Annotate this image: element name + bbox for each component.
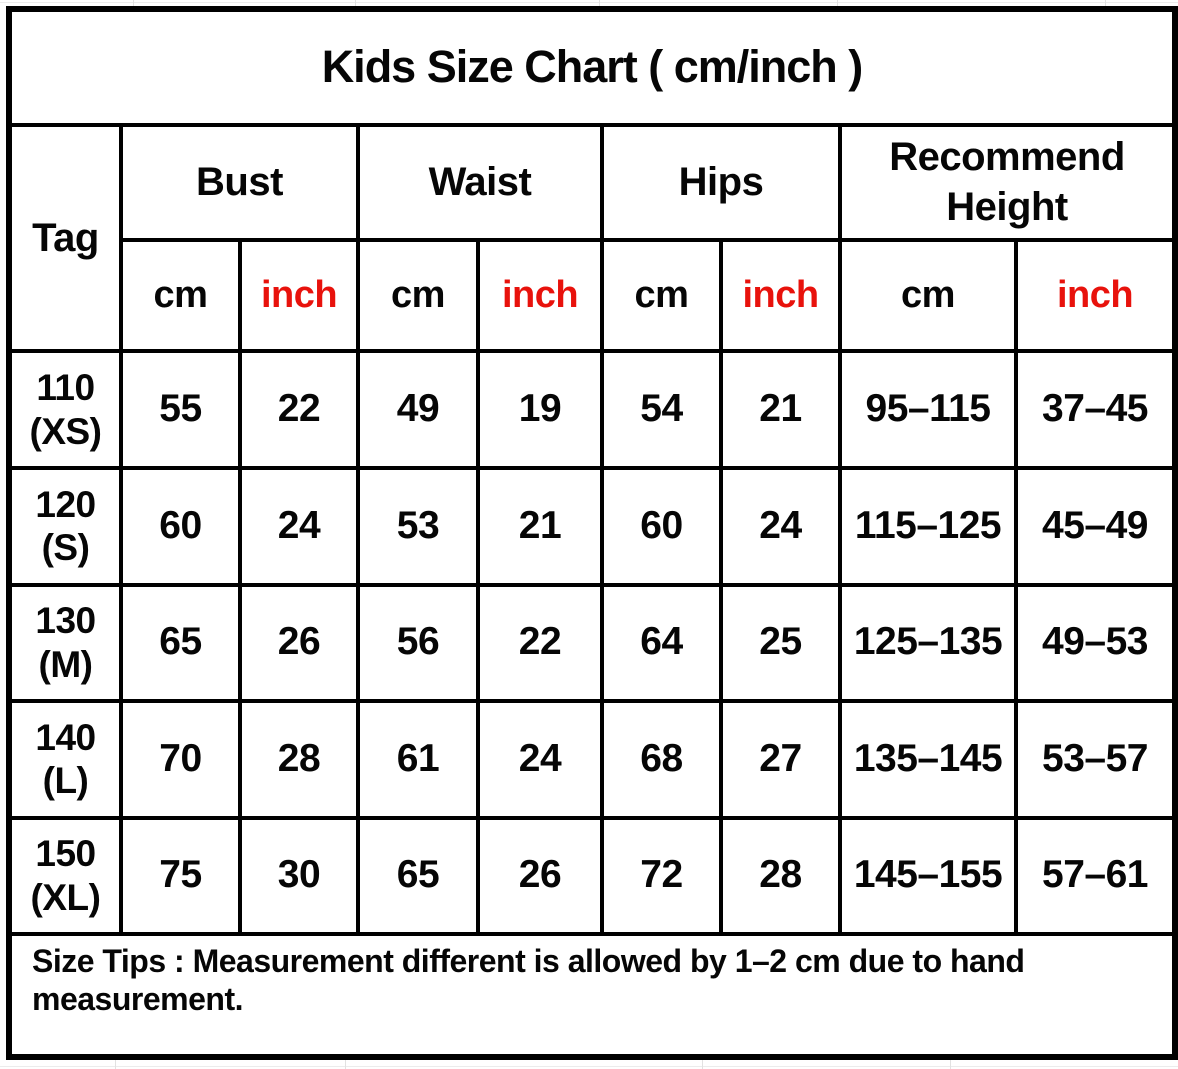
row-150-xl: 150 (XL) 75 30 65 26 72 28 145–155 57–61: [7, 815, 1177, 937]
tag-size: 130: [35, 600, 96, 642]
tag-size: 140: [35, 716, 96, 758]
tag-code: (XL): [30, 876, 101, 918]
bust-cm-cell: 60: [119, 465, 242, 587]
height-cm-cell: 115–125: [838, 465, 1018, 587]
bust-inch-cell: 26: [238, 582, 360, 704]
hips-inch-cell: 24: [719, 465, 842, 587]
size-tips-row: Size Tips : Measurement different is all…: [7, 932, 1177, 1059]
bust-inch-cell: 22: [238, 349, 360, 470]
background-gridline: [0, 1066, 1178, 1067]
waist-inch-cell: 26: [476, 815, 604, 937]
row-120-s: 120 (S) 60 24 53 21 60 24 115–125 45–49: [7, 465, 1177, 587]
tag-size: 120: [35, 483, 96, 525]
height-cm-cell: 125–135: [838, 582, 1018, 704]
waist-inch-cell: 22: [476, 582, 604, 704]
bust-inch-cell: 28: [238, 699, 360, 820]
title-row: Kids Size Chart ( cm/inch ): [7, 7, 1177, 127]
unit-cm-hips: cm: [600, 238, 723, 354]
unit-inch-bust: inch: [238, 238, 360, 354]
waist-cm-cell: 49: [356, 349, 480, 470]
background-gridline: [345, 1060, 346, 1069]
background-gridline: [702, 1060, 703, 1069]
hips-cm-cell: 72: [600, 815, 723, 937]
unit-cm-height: cm: [838, 238, 1018, 354]
background-gridline: [599, 0, 600, 6]
waist-cm-cell: 65: [356, 815, 480, 937]
waist-cm-cell: 53: [356, 465, 480, 587]
background-gridline: [355, 0, 356, 6]
background-gridline: [1105, 0, 1106, 6]
hips-inch-cell: 25: [719, 582, 842, 704]
tag-cell: 120 (S): [7, 465, 123, 587]
unit-inch-waist: inch: [476, 238, 604, 354]
unit-cm-bust: cm: [119, 238, 242, 354]
bust-cm-cell: 65: [119, 582, 242, 704]
hips-cm-cell: 54: [600, 349, 723, 470]
hips-cm-cell: 68: [600, 699, 723, 820]
hips-cm-cell: 64: [600, 582, 723, 704]
group-header-height: Recommend Height: [838, 122, 1177, 243]
kids-size-chart-table: Kids Size Chart ( cm/inch ) Tag Bust Wai…: [6, 6, 1178, 1060]
tag-code: (S): [41, 527, 90, 569]
unit-inch-height: inch: [1014, 238, 1177, 354]
tag-size: 110: [36, 367, 95, 409]
row-140-l: 140 (L) 70 28 61 24 68 27 135–145 53–57: [7, 699, 1177, 820]
bust-cm-cell: 75: [119, 815, 242, 937]
group-header-waist: Waist: [356, 122, 604, 243]
tag-cell: 150 (XL): [7, 815, 123, 937]
waist-inch-cell: 19: [476, 349, 604, 470]
row-130-m: 130 (M) 65 26 56 22 64 25 125–135 49–53: [7, 582, 1177, 704]
height-cm-cell: 95–115: [838, 349, 1018, 470]
background-gridline: [837, 0, 838, 6]
tag-code: (L): [42, 760, 89, 802]
tag-code: (M): [38, 643, 93, 685]
row-110-xs: 110 (XS) 55 22 49 19 54 21 95–115 37–45: [7, 349, 1177, 470]
group-header-row: Tag Bust Waist Hips Recommend Height: [7, 122, 1177, 354]
tag-code: (XS): [29, 410, 103, 452]
background-gridline: [950, 1060, 951, 1069]
height-inch-cell: 37–45: [1014, 349, 1177, 470]
waist-cm-cell: 61: [356, 699, 480, 820]
waist-cm-cell: 56: [356, 582, 480, 704]
hips-inch-cell: 27: [719, 699, 842, 820]
background-gridline: [115, 1060, 116, 1069]
hips-inch-cell: 28: [719, 815, 842, 937]
background-gridline: [0, 2, 1178, 3]
bust-cm-cell: 55: [119, 349, 242, 470]
height-inch-cell: 45–49: [1014, 465, 1177, 587]
background-gridline: [133, 0, 134, 6]
height-cm-cell: 145–155: [838, 815, 1018, 937]
unit-inch-hips: inch: [719, 238, 842, 354]
chart-title: Kids Size Chart ( cm/inch ): [7, 7, 1177, 127]
bust-inch-cell: 24: [238, 465, 360, 587]
unit-cm-waist: cm: [356, 238, 480, 354]
size-tips-text: Size Tips : Measurement different is all…: [7, 932, 1177, 1059]
group-header-bust: Bust: [119, 122, 360, 243]
height-cm-cell: 135–145: [838, 699, 1018, 820]
group-header-hips: Hips: [600, 122, 842, 243]
bust-inch-cell: 30: [238, 815, 360, 937]
height-inch-cell: 53–57: [1014, 699, 1177, 820]
waist-inch-cell: 21: [476, 465, 604, 587]
tag-column-header: Tag: [7, 122, 123, 354]
tag-cell: 110 (XS): [7, 349, 123, 470]
bust-cm-cell: 70: [119, 699, 242, 820]
hips-cm-cell: 60: [600, 465, 723, 587]
unit-header-row: cm inch cm inch cm inch cm inch: [9, 238, 1177, 354]
tag-cell: 140 (L): [7, 699, 123, 820]
height-inch-cell: 49–53: [1014, 582, 1177, 704]
tag-size: 150: [35, 833, 96, 875]
height-inch-cell: 57–61: [1014, 815, 1177, 937]
waist-inch-cell: 24: [476, 699, 604, 820]
tag-cell: 130 (M): [7, 582, 123, 704]
hips-inch-cell: 21: [719, 349, 842, 470]
